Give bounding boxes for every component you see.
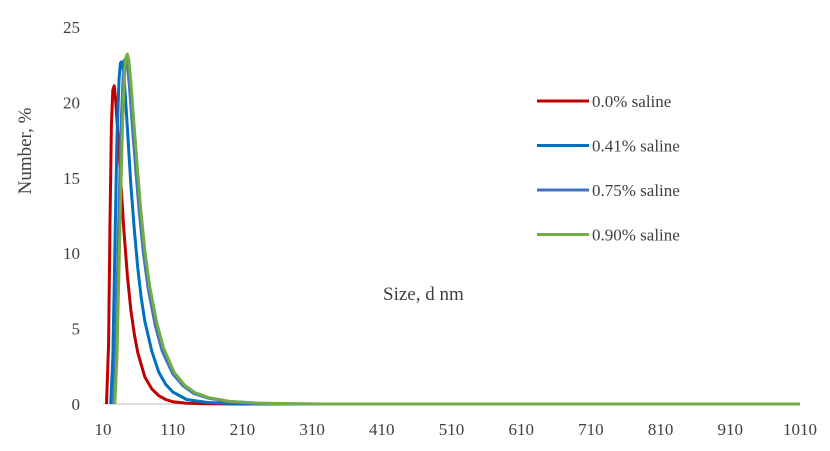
legend-item: 0.41% saline — [537, 137, 680, 156]
x-tick-label: 810 — [648, 420, 674, 439]
legend: 0.0% saline 0.41% saline 0.75% saline 0.90%… — [537, 92, 680, 245]
y-tick-label: 15 — [63, 169, 80, 188]
series-line-2 — [109, 60, 800, 406]
legend-label: 0.0% saline — [592, 92, 671, 111]
x-tick-label: 310 — [299, 420, 325, 439]
legend-label: 0.41% saline — [592, 137, 680, 156]
x-tick-label: 610 — [508, 420, 534, 439]
y-tick-label: 0 — [72, 395, 81, 414]
x-tick-label: 110 — [160, 420, 185, 439]
series-line-3 — [112, 57, 800, 406]
legend-label: 0.75% saline — [592, 181, 680, 200]
x-tick-label: 410 — [369, 420, 395, 439]
y-tick-label: 20 — [63, 93, 80, 112]
x-tick-labels: 10 110 210 310 410 510 610 710 810 910 1010 — [95, 420, 818, 439]
x-tick-label: 510 — [439, 420, 465, 439]
x-tick-label: 710 — [578, 420, 604, 439]
legend-item: 0.0% saline — [537, 92, 671, 111]
y-tick-label: 10 — [63, 244, 80, 263]
y-tick-labels: 0 5 10 15 20 25 — [63, 18, 80, 414]
x-tick-label: 210 — [230, 420, 256, 439]
x-tick-label: 910 — [718, 420, 744, 439]
series-line-1 — [105, 84, 800, 406]
y-tick-label: 25 — [63, 18, 80, 37]
y-axis-title: Number, % — [15, 107, 36, 194]
legend-item: 0.75% saline — [537, 181, 680, 200]
series-line-4 — [113, 52, 800, 406]
legend-item: 0.90% saline — [537, 226, 680, 245]
x-tick-label: 1010 — [783, 420, 817, 439]
legend-label: 0.90% saline — [592, 226, 680, 245]
y-tick-label: 5 — [72, 320, 81, 339]
x-axis-title: Size, d nm — [383, 284, 464, 305]
series-lines — [105, 52, 800, 406]
x-tick-label: 10 — [95, 420, 112, 439]
